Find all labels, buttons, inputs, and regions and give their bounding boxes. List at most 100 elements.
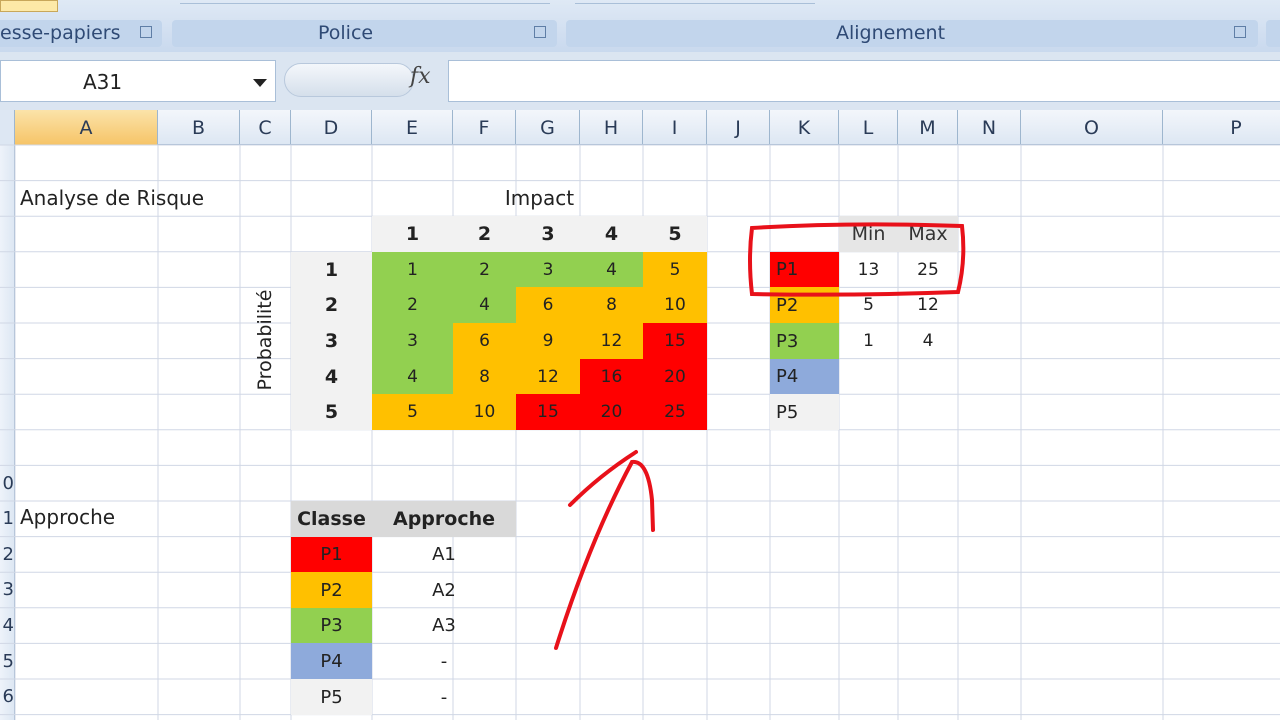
- probability-level[interactable]: 5: [291, 394, 372, 431]
- column-heading[interactable]: Approche: [372, 501, 516, 538]
- risk-score[interactable]: 3: [516, 251, 580, 288]
- dialog-launcher[interactable]: [140, 26, 152, 38]
- insert-function[interactable]: fx: [410, 64, 431, 89]
- probability-label: Probabilité: [254, 289, 276, 391]
- column-header[interactable]: H: [580, 110, 643, 145]
- risk-score[interactable]: 20: [643, 358, 707, 395]
- risk-score[interactable]: 5: [372, 394, 453, 431]
- impact-level[interactable]: 5: [643, 216, 707, 253]
- impact-label: Impact: [504, 185, 575, 210]
- column-header[interactable]: M: [898, 110, 958, 145]
- row-header[interactable]: 3: [2, 579, 14, 601]
- dialog-launcher[interactable]: [534, 26, 546, 38]
- class-max[interactable]: 4: [922, 331, 934, 352]
- impact-level[interactable]: 4: [580, 216, 643, 253]
- risk-score[interactable]: 4: [453, 287, 516, 324]
- section-title: Approche: [20, 504, 116, 529]
- column-header[interactable]: P: [1163, 110, 1280, 145]
- risk-score[interactable]: 4: [372, 358, 453, 395]
- column-header[interactable]: A: [15, 110, 158, 145]
- risk-score[interactable]: 6: [453, 323, 516, 360]
- risk-score[interactable]: 1: [372, 251, 453, 288]
- dropdown-arrow[interactable]: [253, 79, 267, 87]
- risk-score[interactable]: 2: [372, 287, 453, 324]
- row-header[interactable]: 1: [2, 508, 14, 530]
- approach-class[interactable]: P4: [291, 643, 372, 680]
- class-name[interactable]: P2: [770, 287, 839, 324]
- risk-score[interactable]: 12: [580, 323, 643, 360]
- risk-score[interactable]: 9: [516, 323, 580, 360]
- column-header[interactable]: I: [643, 110, 707, 145]
- approach-class[interactable]: P2: [291, 572, 372, 609]
- column-header[interactable]: C: [240, 110, 291, 145]
- class-name[interactable]: P4: [770, 358, 839, 395]
- approach-value[interactable]: A1: [432, 544, 456, 566]
- impact-level[interactable]: 3: [516, 216, 580, 253]
- column-header[interactable]: K: [770, 110, 839, 145]
- probability-level[interactable]: 3: [291, 323, 372, 360]
- name-box-text: A31: [83, 70, 123, 94]
- probability-level[interactable]: 4: [291, 358, 372, 395]
- row-header[interactable]: 2: [2, 543, 14, 565]
- risk-score[interactable]: 2: [453, 251, 516, 288]
- class-name[interactable]: P1: [770, 251, 839, 288]
- column-header[interactable]: L: [839, 110, 898, 145]
- formula-input[interactable]: [448, 60, 1280, 102]
- name-box[interactable]: A31: [0, 60, 276, 102]
- column-heading[interactable]: Classe: [291, 501, 372, 538]
- risk-score[interactable]: 4: [580, 251, 643, 288]
- class-max[interactable]: 12: [917, 295, 939, 316]
- risk-score[interactable]: 12: [516, 358, 580, 395]
- row-header[interactable]: 6: [2, 686, 14, 708]
- risk-score[interactable]: 20: [580, 394, 643, 431]
- risk-score[interactable]: 10: [643, 287, 707, 324]
- impact-level[interactable]: 2: [453, 216, 516, 253]
- class-min[interactable]: 13: [857, 259, 880, 280]
- probability-level[interactable]: 1: [291, 251, 372, 288]
- class-min[interactable]: 1: [863, 331, 874, 352]
- column-header[interactable]: D: [291, 110, 372, 145]
- column-header[interactable]: B: [158, 110, 240, 145]
- approach-class[interactable]: P1: [291, 536, 372, 573]
- approach-class[interactable]: P3: [291, 607, 372, 644]
- probability-level[interactable]: 2: [291, 287, 372, 324]
- risk-score[interactable]: 8: [453, 358, 516, 395]
- column-header[interactable]: G: [516, 110, 580, 145]
- risk-score[interactable]: 25: [643, 394, 707, 431]
- risk-score[interactable]: 15: [516, 394, 580, 431]
- column-header[interactable]: O: [1021, 110, 1163, 145]
- group-label: Police: [318, 22, 374, 44]
- formula-resizer[interactable]: [284, 63, 414, 97]
- paste-button[interactable]: [0, 0, 58, 12]
- risk-score[interactable]: 16: [580, 358, 643, 395]
- row-header[interactable]: 0: [2, 472, 14, 494]
- approach-value[interactable]: -: [440, 650, 448, 672]
- dialog-launcher[interactable]: [1234, 26, 1246, 38]
- approach-value[interactable]: -: [440, 686, 448, 708]
- risk-score[interactable]: 5: [643, 251, 707, 288]
- class-max[interactable]: 25: [917, 259, 939, 280]
- risk-score[interactable]: 15: [643, 323, 707, 360]
- alignment-controls[interactable]: [575, 0, 815, 4]
- risk-score[interactable]: 10: [453, 394, 516, 431]
- approach-value[interactable]: A2: [432, 579, 456, 601]
- column-header[interactable]: E: [372, 110, 453, 145]
- risk-score[interactable]: 6: [516, 287, 580, 324]
- column-heading[interactable]: Max: [898, 216, 958, 253]
- column-heading[interactable]: Min: [839, 216, 898, 253]
- select-all[interactable]: [0, 110, 15, 145]
- class-name[interactable]: P3: [770, 323, 839, 360]
- impact-level[interactable]: 1: [372, 216, 453, 253]
- approach-value[interactable]: A3: [432, 615, 456, 637]
- column-header[interactable]: N: [958, 110, 1021, 145]
- row-header[interactable]: 4: [2, 615, 14, 637]
- risk-score[interactable]: 3: [372, 323, 453, 360]
- column-header[interactable]: F: [453, 110, 516, 145]
- column-header[interactable]: J: [707, 110, 770, 145]
- font-controls[interactable]: [180, 0, 550, 4]
- row-header[interactable]: 5: [2, 650, 14, 672]
- approach-class[interactable]: P5: [291, 679, 372, 716]
- class-min[interactable]: 5: [863, 295, 874, 316]
- risk-score[interactable]: 8: [580, 287, 643, 324]
- class-name[interactable]: P5: [770, 394, 839, 431]
